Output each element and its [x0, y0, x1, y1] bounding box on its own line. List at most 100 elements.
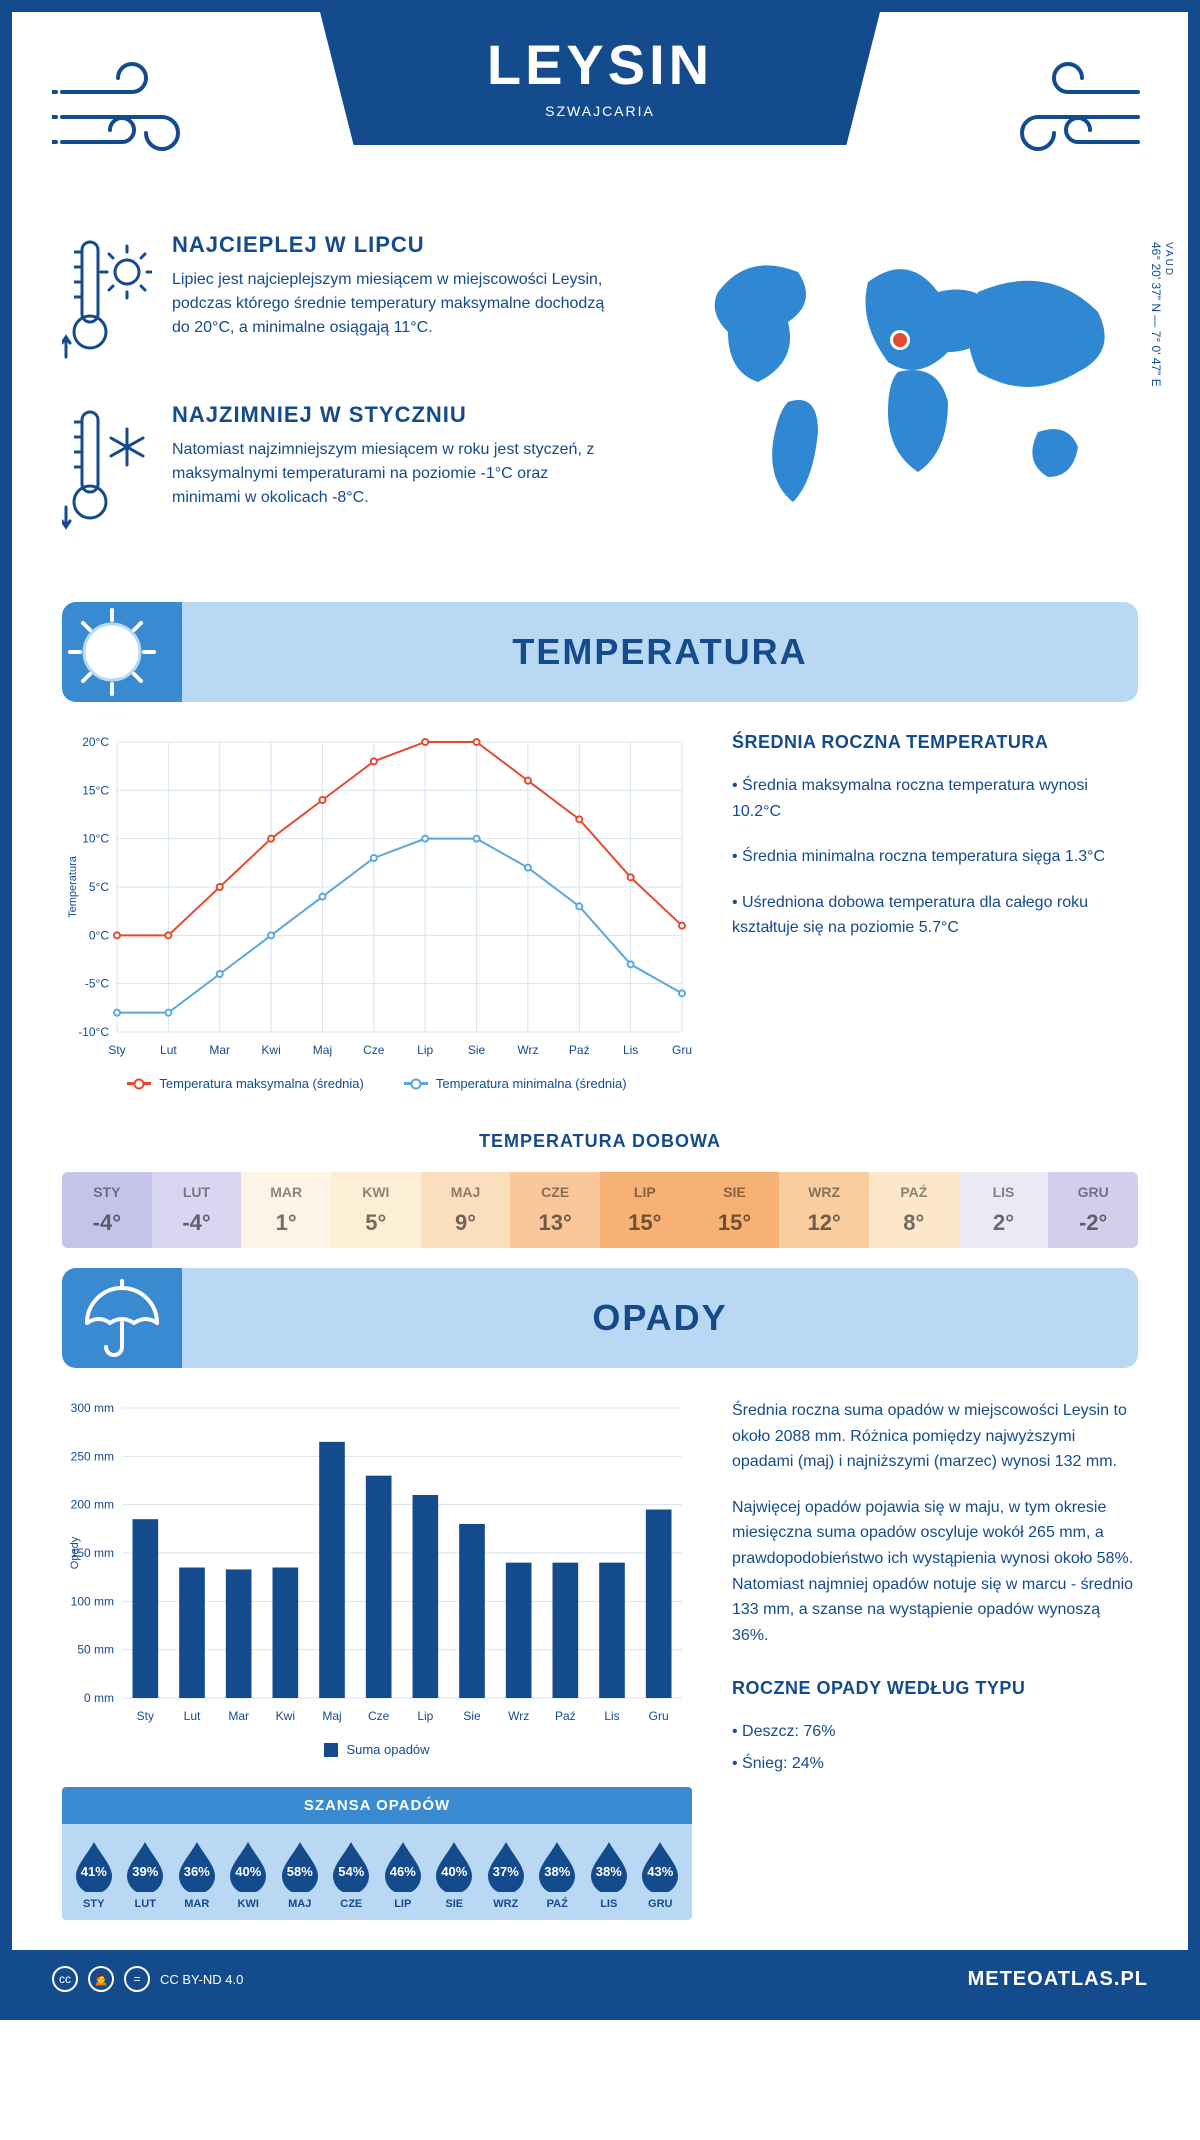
precipitation-summary: Średnia roczna suma opadów w miejscowośc… [732, 1398, 1138, 1920]
legend-max-label: Temperatura maksymalna (średnia) [159, 1076, 363, 1091]
svg-text:Mar: Mar [228, 1709, 249, 1723]
precip-type-bullet: • Śnieg: 24% [732, 1751, 1138, 1777]
sun-icon [62, 602, 182, 702]
warmest-block: NAJCIEPLEJ W LIPCU Lipiec jest najcieple… [62, 232, 618, 372]
svg-text:250 mm: 250 mm [71, 1449, 114, 1463]
svg-text:Gru: Gru [672, 1043, 692, 1057]
daily-temp-cell: GRU-2° [1048, 1172, 1138, 1248]
thermometer-sun-icon [62, 232, 152, 372]
chance-cell: 40% SIE [429, 1838, 481, 1910]
chance-cell: 58% MAJ [274, 1838, 326, 1910]
svg-text:50 mm: 50 mm [77, 1643, 114, 1657]
daily-temp-cell: LIS2° [959, 1172, 1049, 1248]
chance-cell: 46% LIP [377, 1838, 429, 1910]
temp-bullet: • Średnia minimalna roczna temperatura s… [732, 844, 1138, 870]
chance-cell: 43% GRU [635, 1838, 687, 1910]
svg-text:Sty: Sty [108, 1043, 125, 1057]
by-icon: 🙍 [88, 1966, 114, 1992]
temperature-section-header: TEMPERATURA [62, 602, 1138, 702]
chance-cell: 38% LIS [583, 1838, 635, 1910]
raindrop-icon: 38% [535, 1838, 579, 1892]
svg-text:Lip: Lip [417, 1043, 433, 1057]
chance-cell: 41% STY [68, 1838, 120, 1910]
svg-text:Wrz: Wrz [517, 1043, 538, 1057]
avg-temp-heading: ŚREDNIA ROCZNA TEMPERATURA [732, 732, 1138, 753]
daily-temp-cell: CZE13° [510, 1172, 600, 1248]
thermometer-snowflake-icon [62, 402, 152, 542]
raindrop-icon: 46% [381, 1838, 425, 1892]
nd-icon: = [124, 1966, 150, 1992]
precip-p2: Najwięcej opadów pojawia się w maju, w t… [732, 1495, 1138, 1649]
svg-text:Lis: Lis [623, 1043, 638, 1057]
chance-cell: 38% PAŹ [532, 1838, 584, 1910]
daily-temperature-grid: STY-4°LUT-4°MAR1°KWI5°MAJ9°CZE13°LIP15°S… [62, 1172, 1138, 1248]
svg-text:Temperatura: Temperatura [67, 855, 79, 918]
raindrop-icon: 38% [587, 1838, 631, 1892]
svg-text:Lut: Lut [184, 1709, 201, 1723]
city-title: LEYSIN [320, 32, 880, 97]
svg-text:15°C: 15°C [82, 783, 109, 797]
daily-temp-cell: LUT-4° [152, 1172, 242, 1248]
svg-text:Sie: Sie [468, 1043, 486, 1057]
footer: cc 🙍 = CC BY-ND 4.0 METEOATLAS.PL [12, 1950, 1188, 2008]
raindrop-icon: 40% [432, 1838, 476, 1892]
coords-text: 46° 20' 37" N — 7° 0' 47" E [1149, 242, 1163, 387]
svg-text:-10°C: -10°C [78, 1025, 109, 1039]
daily-temp-cell: LIP15° [600, 1172, 690, 1248]
daily-temp-title: TEMPERATURA DOBOWA [62, 1131, 1138, 1152]
infographic-frame: LEYSIN SZWAJCARIA [0, 0, 1200, 2020]
wind-icon-left [52, 52, 232, 172]
svg-text:Gru: Gru [649, 1709, 669, 1723]
svg-text:300 mm: 300 mm [71, 1401, 114, 1415]
svg-text:Sie: Sie [463, 1709, 481, 1723]
svg-text:Maj: Maj [322, 1709, 341, 1723]
daily-temp-cell: KWI5° [331, 1172, 421, 1248]
precipitation-bar-chart: 0 mm50 mm100 mm150 mm200 mm250 mm300 mmS… [62, 1398, 692, 1757]
svg-text:Lut: Lut [160, 1043, 177, 1057]
svg-text:200 mm: 200 mm [71, 1498, 114, 1512]
svg-text:100 mm: 100 mm [71, 1594, 114, 1608]
svg-text:Cze: Cze [368, 1709, 390, 1723]
svg-text:Wrz: Wrz [508, 1709, 529, 1723]
svg-text:0 mm: 0 mm [84, 1691, 114, 1705]
temperature-title: TEMPERATURA [182, 631, 1138, 673]
precip-type-heading: ROCZNE OPADY WEDŁUG TYPU [732, 1678, 1138, 1699]
license-block: cc 🙍 = CC BY-ND 4.0 [52, 1966, 243, 1992]
svg-text:5°C: 5°C [89, 880, 109, 894]
header: LEYSIN SZWAJCARIA [12, 12, 1188, 222]
svg-text:Lis: Lis [604, 1709, 619, 1723]
overview-section: NAJCIEPLEJ W LIPCU Lipiec jest najcieple… [62, 232, 1138, 572]
chance-cell: 37% WRZ [480, 1838, 532, 1910]
region-label: VAUD [1163, 242, 1174, 379]
title-banner: LEYSIN SZWAJCARIA [320, 12, 880, 145]
country-subtitle: SZWAJCARIA [320, 103, 880, 119]
warmest-title: NAJCIEPLEJ W LIPCU [172, 232, 618, 258]
site-name: METEOATLAS.PL [968, 1968, 1148, 1991]
svg-text:Paź: Paź [555, 1709, 576, 1723]
coldest-title: NAJZIMNIEJ W STYCZNIU [172, 402, 618, 428]
world-map: VAUD 46° 20' 37" N — 7° 0' 47" E [658, 232, 1138, 572]
raindrop-icon: 41% [72, 1838, 116, 1892]
cc-icon: cc [52, 1966, 78, 1992]
temperature-summary: ŚREDNIA ROCZNA TEMPERATURA • Średnia mak… [732, 732, 1138, 1091]
svg-text:Maj: Maj [313, 1043, 332, 1057]
raindrop-icon: 37% [484, 1838, 528, 1892]
svg-text:Kwi: Kwi [276, 1709, 295, 1723]
svg-text:Cze: Cze [363, 1043, 385, 1057]
umbrella-icon [62, 1268, 182, 1368]
precipitation-chance-panel: SZANSA OPADÓW 41% STY 39% LUT 36% MAR 40… [62, 1787, 692, 1920]
coldest-body: Natomiast najzimniejszym miesiącem w rok… [172, 438, 618, 510]
wind-icon-right [968, 52, 1148, 172]
temp-bullet: • Średnia maksymalna roczna temperatura … [732, 773, 1138, 824]
chance-cell: 36% MAR [171, 1838, 223, 1910]
license-text: CC BY-ND 4.0 [160, 1972, 243, 1987]
precip-p1: Średnia roczna suma opadów w miejscowośc… [732, 1398, 1138, 1475]
chance-cell: 39% LUT [120, 1838, 172, 1910]
svg-text:Lip: Lip [417, 1709, 433, 1723]
raindrop-icon: 43% [638, 1838, 682, 1892]
temperature-legend: Temperatura maksymalna (średnia) Tempera… [62, 1076, 692, 1091]
daily-temp-cell: MAR1° [241, 1172, 331, 1248]
svg-text:Paź: Paź [569, 1043, 590, 1057]
raindrop-icon: 58% [278, 1838, 322, 1892]
svg-text:Sty: Sty [137, 1709, 154, 1723]
